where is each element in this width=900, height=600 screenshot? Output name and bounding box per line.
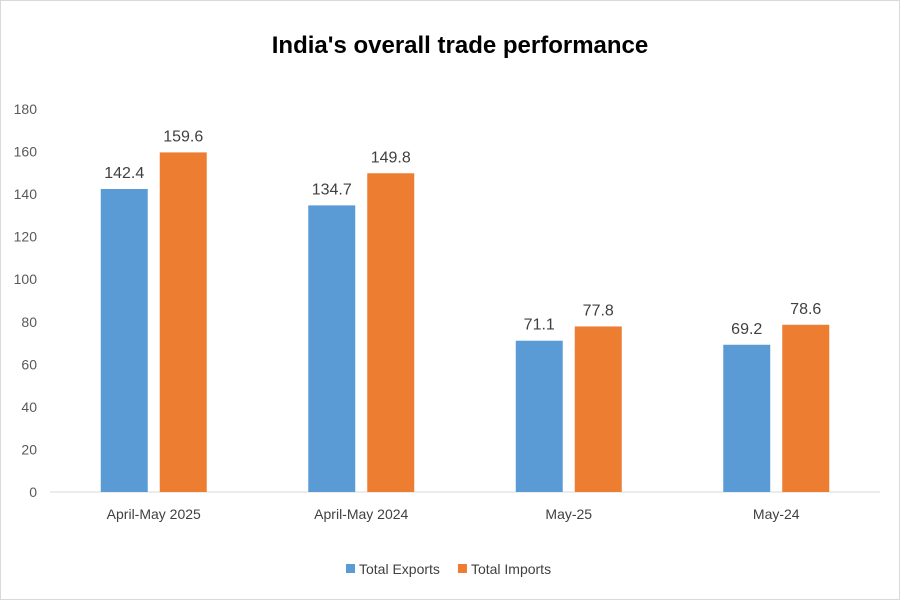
y-tick-label: 180 xyxy=(14,101,38,117)
y-tick-label: 80 xyxy=(21,314,37,330)
category-label: April-May 2025 xyxy=(107,506,201,522)
legend-swatch xyxy=(346,564,355,573)
y-tick-label: 100 xyxy=(14,271,38,287)
data-label: 78.6 xyxy=(790,301,821,318)
data-label: 77.8 xyxy=(583,302,614,319)
bar-imports xyxy=(782,324,830,492)
bars xyxy=(100,152,830,492)
category-label: May-24 xyxy=(753,506,800,522)
legend-label: Total Imports xyxy=(471,561,551,577)
data-label: 71.1 xyxy=(524,317,555,334)
category-label: May-25 xyxy=(545,506,592,522)
legend-label: Total Exports xyxy=(359,561,440,577)
bar-exports xyxy=(100,189,148,492)
data-labels: 142.4 159.6 134.7 149.8 71.1 77.8 69.2 78.6 xyxy=(104,128,821,337)
y-tick-label: 160 xyxy=(14,144,38,160)
y-axis-ticks: 0 20 40 60 80 100 120 140 160 180 xyxy=(14,101,38,500)
data-label: 134.7 xyxy=(312,181,352,198)
y-tick-label: 0 xyxy=(29,484,37,500)
bar-imports xyxy=(159,152,207,492)
y-tick-label: 120 xyxy=(14,229,38,245)
data-label: 149.8 xyxy=(371,149,411,166)
legend: Total Exports Total Imports xyxy=(346,561,551,577)
data-label: 142.4 xyxy=(104,165,144,182)
bar-exports xyxy=(723,344,771,492)
y-tick-label: 140 xyxy=(14,186,38,202)
bar-exports xyxy=(515,340,563,492)
y-tick-label: 20 xyxy=(21,441,37,457)
data-label: 69.2 xyxy=(731,321,762,338)
bar-exports xyxy=(308,205,356,492)
legend-swatch xyxy=(457,564,467,573)
category-label: April-May 2024 xyxy=(314,506,408,522)
chart-title: India's overall trade performance xyxy=(272,32,649,59)
category-labels: April-May 2025 April-May 2024 May-25 May-24 xyxy=(107,506,800,522)
data-label: 159.6 xyxy=(163,128,203,145)
y-tick-label: 60 xyxy=(21,356,37,372)
bar-imports xyxy=(574,326,622,492)
y-tick-label: 40 xyxy=(21,399,37,415)
bar-imports xyxy=(367,173,415,492)
